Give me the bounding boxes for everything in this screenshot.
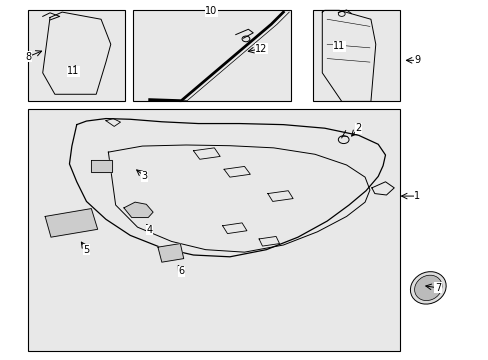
Text: 6: 6 [178, 266, 184, 276]
Bar [28, 10, 125, 102]
Ellipse shape [414, 275, 441, 301]
Text: 10: 10 [205, 6, 217, 17]
Polygon shape [91, 159, 112, 172]
Polygon shape [123, 202, 153, 217]
Polygon shape [45, 208, 98, 237]
Text: 4: 4 [146, 225, 152, 235]
Text: 9: 9 [413, 55, 419, 65]
Text: 2: 2 [355, 123, 361, 133]
Bar [132, 10, 290, 102]
Text: 8: 8 [25, 52, 31, 62]
Ellipse shape [409, 272, 445, 304]
Text: 11: 11 [332, 41, 345, 51]
Text: 12: 12 [255, 44, 267, 54]
Text: 1: 1 [413, 191, 419, 201]
Text: 5: 5 [83, 245, 89, 255]
Bar [312, 10, 399, 102]
Bar [28, 109, 399, 351]
Text: 3: 3 [142, 171, 147, 181]
Text: 11: 11 [67, 66, 80, 76]
Text: 7: 7 [434, 283, 440, 293]
Polygon shape [158, 244, 183, 262]
